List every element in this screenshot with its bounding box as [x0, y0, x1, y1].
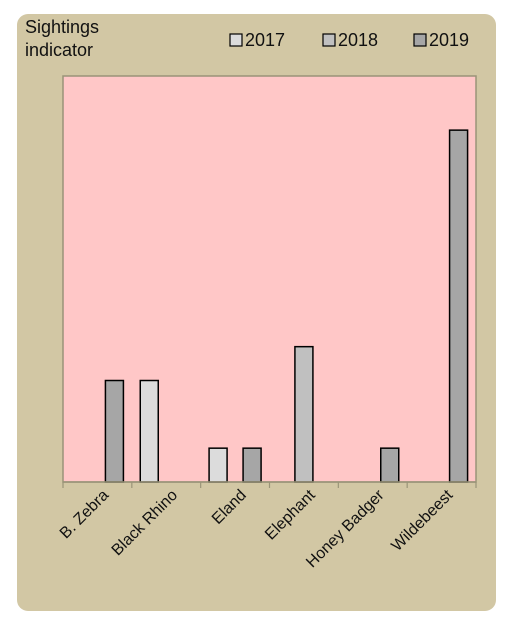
legend-item-2019: 2019	[413, 30, 469, 50]
plot-area	[62, 75, 477, 483]
y-axis-label: Sightings indicator	[25, 17, 99, 60]
bar-2019-b-zebra	[104, 379, 125, 483]
y-axis-label-line: Sightings	[25, 17, 99, 37]
bar-2017-black-rhino	[139, 379, 159, 483]
legend-swatch	[413, 33, 427, 47]
legend-label: 2018	[338, 30, 378, 50]
bar-chart: Sightings indicator 2017 2018 2019 B. Zebra…	[25, 17, 477, 571]
x-tick-label: Black Rhino	[109, 487, 181, 559]
legend-item-2017: 2017	[229, 30, 285, 50]
legend-swatch	[322, 33, 336, 47]
bar-2017-eland	[208, 447, 228, 483]
legend-label: 2019	[429, 30, 469, 50]
bar-2019-honey-badger	[380, 447, 400, 483]
bar-2019-wildebeest	[448, 129, 469, 483]
x-tick-label: Elephant	[262, 486, 319, 543]
bars	[104, 129, 469, 483]
x-tick-label: Eland	[209, 487, 250, 528]
legend-item-2018: 2018	[322, 30, 378, 50]
y-axis-label-line: indicator	[25, 40, 93, 60]
legend-swatch	[229, 33, 243, 47]
chart-panel: Sightings indicator 2017 2018 2019 B. Zebra…	[17, 14, 496, 611]
bar-2018-elephant	[294, 345, 314, 483]
legend: 2017 2018 2019	[229, 30, 469, 50]
bar-2019-eland	[242, 447, 262, 483]
x-tick-label: B. Zebra	[57, 487, 112, 542]
legend-label: 2017	[245, 30, 285, 50]
x-tick-label: Wildebeest	[388, 486, 456, 554]
